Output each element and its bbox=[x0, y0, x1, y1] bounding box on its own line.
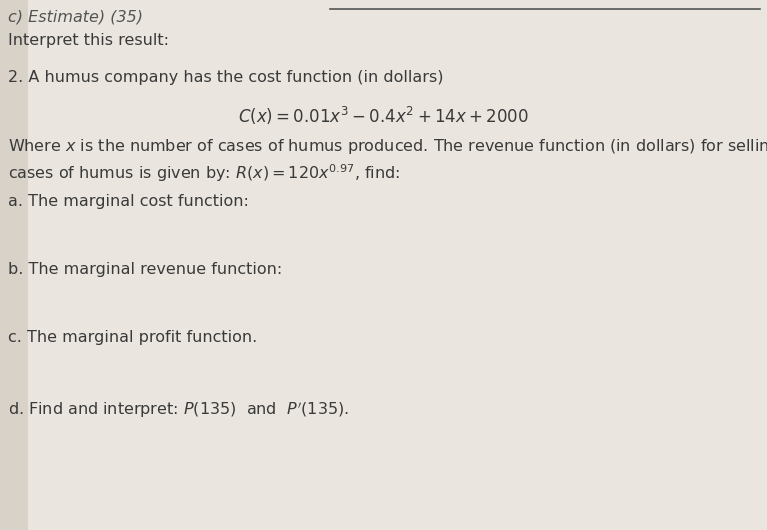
Text: Interpret this result:: Interpret this result: bbox=[8, 33, 169, 48]
Text: c) Estimate) (35): c) Estimate) (35) bbox=[8, 10, 143, 25]
Bar bbox=[0, 0, 28, 530]
Text: Where $x$ is the number of cases of humus produced. The revenue function (in dol: Where $x$ is the number of cases of humu… bbox=[8, 137, 767, 156]
Text: c. The marginal profit function.: c. The marginal profit function. bbox=[8, 330, 257, 345]
Text: cases of humus is given by: $R(x) = 120x^{0.97}$, find:: cases of humus is given by: $R(x) = 120x… bbox=[8, 162, 400, 184]
Text: $C(x) = 0.01x^3 - 0.4x^2 + 14x + 2000$: $C(x) = 0.01x^3 - 0.4x^2 + 14x + 2000$ bbox=[238, 105, 528, 127]
Text: d. Find and interpret: $P(135)$  and  $P'(135)$.: d. Find and interpret: $P(135)$ and $P'(… bbox=[8, 400, 349, 420]
Text: b. The marginal revenue function:: b. The marginal revenue function: bbox=[8, 262, 282, 277]
Text: a. The marginal cost function:: a. The marginal cost function: bbox=[8, 194, 249, 209]
Text: 2. A humus company has the cost function (in dollars): 2. A humus company has the cost function… bbox=[8, 70, 443, 85]
